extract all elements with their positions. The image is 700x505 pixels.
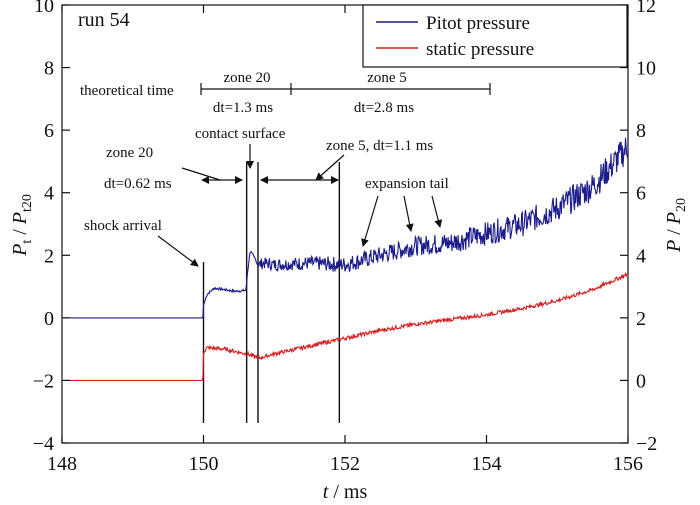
y-tick-label-left: 4 [44,183,54,205]
zone20-left-dt: dt=0.62 ms [104,176,172,192]
y-tick-label-left: −4 [33,433,54,455]
x-tick-label: 150 [189,453,219,475]
y-tick-label-right: −2 [636,433,657,455]
x-tick-label: 148 [47,453,77,475]
y-axis-label-left: Pt / Pt20 [9,194,35,257]
y-axis-label-right: P / P20 [663,198,689,253]
zone20-top-dt: dt=1.3 ms [213,100,273,116]
y-tick-label-right: 8 [636,120,646,142]
shock-arrival-label: shock arrival [84,218,162,234]
zone5-mid-label: zone 5, dt=1.1 ms [326,138,433,154]
series-line-static [62,271,629,381]
y-tick-label-right: 2 [636,308,646,330]
legend-label-pitot: Pitot pressure [426,13,530,34]
y-tick-label-left: 2 [44,245,54,267]
legend: Pitot pressure static pressure [362,4,628,68]
y-tick-label-right: 4 [636,245,646,267]
x-tick-label: 152 [330,453,360,475]
y-tick-label-right: 10 [636,58,656,80]
y-tick-label-right: 6 [636,183,646,205]
x-tick-label: 156 [613,453,643,475]
zone20-leader [181,167,221,181]
legend-box [362,4,628,68]
theoretical-time-bar: theoretical time zone 20 dt=1.3 ms zone … [80,70,491,116]
expansion-arrow-3 [431,195,443,228]
series-layer [62,137,629,381]
series-line-pitot [62,137,629,319]
y-tick-label-left: 10 [34,0,54,17]
y-tick-label-right: 0 [636,370,646,392]
y-tick-label-left: 8 [44,58,54,80]
vertical-markers [202,162,341,423]
expansion-arrow-1 [361,195,379,247]
y-tick-label-left: 6 [44,120,54,142]
contact-surface-label: contact surface [195,126,286,142]
expansion-tail-label: expansion tail [365,176,449,192]
expansion-arrow-2 [403,195,414,232]
zone5-leader [315,154,345,181]
legend-label-static: static pressure [426,39,534,60]
zone20-left-label: zone 20 [106,145,153,161]
run-label: run 54 [78,9,130,31]
x-axis-label: t / ms [323,481,368,503]
y-tick-label-right: 12 [636,0,656,17]
y-tick-label-left: −2 [33,370,54,392]
x-tick-label: 154 [472,453,502,475]
theoretical-time-label: theoretical time [80,83,174,99]
shock-arrival-arrow [157,235,199,267]
y-tick-label-left: 0 [44,308,54,330]
zone5-top-dt: dt=2.8 ms [354,100,414,116]
zone5-top-label: zone 5 [367,70,407,86]
zone20-top-label: zone 20 [223,70,270,86]
axis-ticks: 148 150 152 154 156 −4 −2 0 2 4 6 8 10 −2 0 2 4 6 8 10 12 [33,0,658,475]
